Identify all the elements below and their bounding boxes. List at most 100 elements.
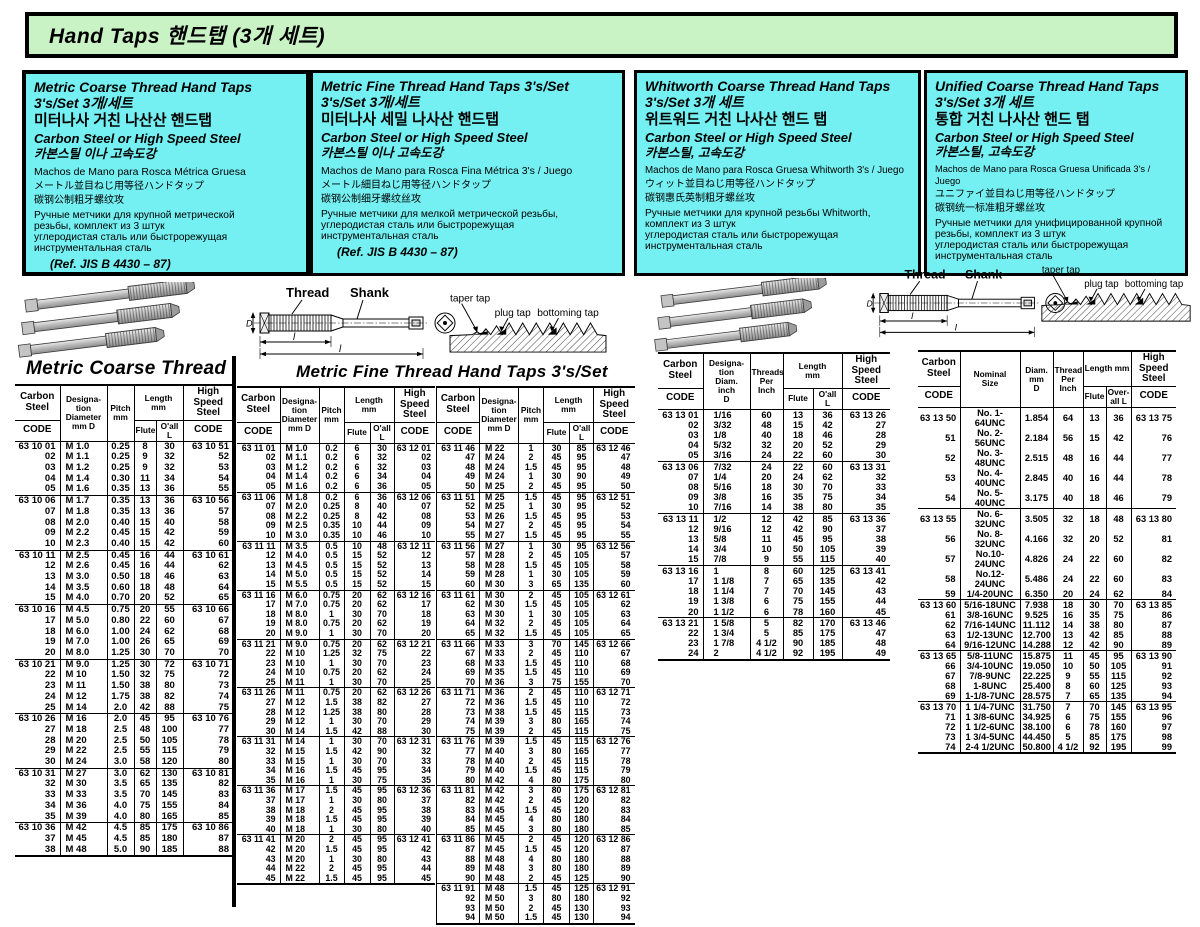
table-row: 53 No. 4-40UNC 2.845 40 16 44 78 [918, 467, 1176, 488]
table-row: 54 No. 5-40UNC 3.175 40 18 46 79 [918, 487, 1176, 509]
table-row: 63 13 55 No. 6-32UNC 3.505 32 18 48 63 13 80 [918, 508, 1176, 529]
box-line-spanish: Machos de Mano para Rosca Gruesa Unifica… [935, 164, 1151, 186]
col-header-code: CODE [183, 420, 233, 442]
col-header-designation: Designa- tion Diameter mm D [280, 387, 320, 444]
table-row: 63 13 06 7/32 24 22 60 63 13 31 [658, 461, 890, 472]
table-row: 38 M 48 5.0 90 185 88 [15, 844, 233, 857]
unified-table: Carbon Steel Nominal Size Diam. mm D Thr… [918, 350, 1176, 754]
col-header-flute: Flute [543, 422, 570, 444]
table-row: 44 M 22 2 45 95 44 [237, 864, 435, 874]
table-row: 74 M 39 3 80 165 74 [436, 717, 635, 727]
table-row: 63 11 66 M 33 3 70 145 63 12 66 [436, 639, 635, 650]
table-row: 63 10 01 M 1.0 0.25 8 30 63 10 51 [15, 441, 233, 453]
box-title-korean: 통합 거친 나사산 핸드 탭 [935, 110, 1090, 128]
box-line-japanese: メートル細目ねじ用等径ハンドタップ [321, 179, 491, 191]
box-title-korean: 미터나사 거친 나산산 핸드탭 [34, 111, 213, 129]
table-row: 71 1 3/8-6UNC 34.925 6 75 155 96 [918, 711, 1176, 722]
box-line-russian: Ручные метчики для крупной метрической р… [34, 209, 235, 255]
table-header: Carbon Steel Nominal Size Diam. mm D Thr… [918, 351, 1176, 408]
table-row: 90 M 48 2 45 125 90 [436, 873, 635, 884]
table-row: 24 M 12 1.75 38 82 74 [15, 691, 233, 703]
table-row: 03 1/8 40 18 46 28 [658, 430, 890, 441]
table-row: 07 M 1.8 0.35 13 36 57 [15, 506, 233, 518]
table-row: 02 M 1.1 0.2 6 32 02 [237, 453, 435, 463]
table-row: 67 M 33 2 45 110 67 [436, 649, 635, 659]
table-row: 08 5/16 18 30 70 33 [658, 482, 890, 493]
table-row: 63 11 61 M 30 2 45 105 63 12 61 [436, 590, 635, 601]
table-row: 13 M 4.5 0.5 15 52 13 [237, 560, 435, 571]
table-header: Carbon Steel Designa- tion Diameter mm D… [15, 385, 233, 442]
info-box-metric-coarse: Metric Coarse Thread Hand Taps 3's/Set 3… [22, 70, 310, 276]
table-row: 77 M 40 3 80 165 77 [436, 747, 635, 757]
col-header-diameter: Diam. mm D [1020, 351, 1054, 408]
table-row: 63 10 11 M 2.5 0.45 16 44 63 10 61 [15, 550, 233, 562]
table-row: 25 M 14 2.0 42 88 75 [15, 702, 233, 714]
table-row: 42 M 20 1.5 45 95 42 [237, 844, 435, 855]
box-title-korean: 위트워드 거친 나사산 핸드 탭 [645, 110, 828, 128]
table-row: 15 7/8 9 55 115 40 [658, 554, 890, 566]
col-header-code: CODE [15, 420, 61, 442]
page-banner: Hand Taps 핸드탭 (3개 세트) [25, 12, 1178, 58]
table-row: 12 M 4.0 0.5 15 52 12 [237, 551, 435, 561]
table-row: 02 M 1.1 0.25 9 32 52 [15, 452, 233, 464]
table-row: 66 3/4-10UNC 19.050 10 50 105 91 [918, 660, 1176, 671]
col-header-high-speed-steel: High Speed Steel [593, 387, 635, 423]
box-steel-line-korean: 카본스틸 이나 고속도강 [34, 146, 156, 161]
col-header-high-speed-steel: High Speed Steel [183, 385, 233, 421]
col-header-flute: Flute [783, 388, 814, 410]
table-row: 61 3/8-16UNC 9.525 16 35 75 86 [918, 609, 1176, 620]
col-header-code: CODE [436, 422, 480, 444]
table-row: 07 1/4 20 24 62 32 [658, 471, 890, 483]
table-row: 70 M 36 3 75 155 70 [436, 677, 635, 688]
col-header-carbon-steel: Carbon Steel [15, 385, 61, 421]
table-row: 12 M 2.6 0.45 16 44 62 [15, 561, 233, 573]
table-row: 64 M 32 2 45 105 64 [436, 619, 635, 629]
table-row: 22 M 10 1.25 32 75 22 [237, 649, 435, 659]
table-row: 63 10 31 M 27 3.0 62 130 63 10 81 [15, 768, 233, 780]
section-title-text: Metric Coarse Thread [26, 358, 227, 379]
table-row: 60 M 30 3 65 135 60 [436, 579, 635, 591]
table-row: 05 M 1.6 0.35 13 36 55 [15, 484, 233, 496]
table-row: 63 11 76 M 39 1.5 45 115 63 12 76 [436, 736, 635, 748]
table-row: 52 No. 3-48UNC 2.515 48 16 44 77 [918, 447, 1176, 468]
table-row: 29 M 12 1 30 70 29 [237, 717, 435, 727]
box-title: Whitworth Coarse Thread Hand Taps 3's/Se… [645, 78, 891, 110]
table-row: 63 10 26 M 16 2.0 45 95 63 10 76 [15, 713, 233, 725]
table-row: 48 M 24 1.5 45 95 48 [436, 462, 635, 473]
table-row: 34 M 16 1.5 45 95 34 [237, 766, 435, 776]
table-row: 68 M 33 1.5 45 110 68 [436, 658, 635, 669]
table-row: 59 1/4-20UNC 6.350 20 24 62 84 [918, 588, 1176, 600]
table-row: 27 M 12 1.5 38 82 27 [237, 698, 435, 708]
table-row: 63 11 41 M 20 2 45 95 63 12 41 [237, 834, 435, 845]
table-row: 35 M 39 4.0 80 165 85 [15, 811, 233, 823]
thread-profile-diagram-left [448, 292, 608, 354]
col-header-flute: Flute [134, 420, 157, 442]
table-row: 49 M 24 1 30 90 49 [436, 472, 635, 483]
col-header-flute: Flute [1083, 386, 1107, 408]
table-row: 25 M 11 1 30 70 25 [237, 677, 435, 688]
table-row: 63 11 71 M 36 2 45 110 63 12 71 [436, 687, 635, 699]
table-row: 20 M 9.0 1 30 70 20 [237, 628, 435, 640]
col-header-length: Length mm [783, 353, 843, 389]
table-row: 78 M 40 2 45 115 78 [436, 756, 635, 767]
table-row: 74 2-4 1/2UNC 50.800 4 1/2 92 195 99 [918, 741, 1176, 753]
table-row: 59 M 28 1 30 105 59 [436, 570, 635, 580]
table-row: 94 M 50 1.5 45 130 94 [436, 913, 635, 924]
col-header-code: CODE [842, 388, 890, 410]
table-row: 33 M 15 1 30 70 33 [237, 756, 435, 767]
table-row: 89 M 48 3 80 180 89 [436, 864, 635, 874]
box-title: Unified Coarse Thread Hand Taps 3's/Set … [935, 78, 1160, 110]
metric-coarse-table: Carbon Steel Designa- tion Diameter mm D… [15, 384, 233, 858]
table-row: 58 No.12-24UNC 5.486 24 22 60 83 [918, 568, 1176, 589]
table-row: 50 M 25 2 45 95 50 [436, 482, 635, 493]
col-header-code: CODE [918, 386, 961, 408]
col-header-carbon-steel: Carbon Steel [658, 353, 704, 389]
table-row: 83 M 45 1.5 45 120 83 [436, 805, 635, 816]
table-row: 63 11 56 M 27 1 30 95 63 12 56 [436, 541, 635, 552]
table-row: 09 M 2.5 0.35 10 44 09 [237, 521, 435, 531]
table-row: 28 M 20 2.5 50 105 78 [15, 735, 233, 747]
table-row: 22 1 3/4 5 85 175 47 [658, 627, 890, 639]
box-line-chinese: 碳钢公制粗牙螺纹攻 [34, 195, 124, 207]
table-row: 09 3/8 16 35 75 34 [658, 492, 890, 503]
table-row: 93 M 50 2 45 130 93 [436, 903, 635, 914]
